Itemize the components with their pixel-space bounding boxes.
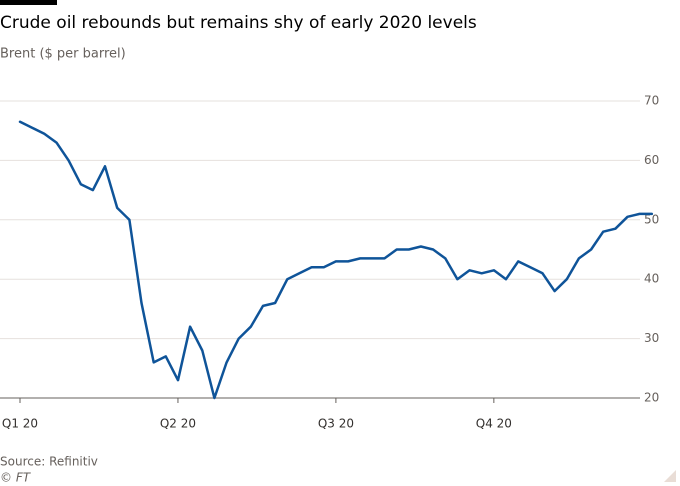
brand-bar	[0, 0, 57, 5]
chart-subtitle: Brent ($ per barrel)	[0, 47, 126, 62]
y-tick-label: 50	[644, 212, 659, 226]
x-tick-label: Q1 20	[2, 417, 38, 431]
y-tick-label: 60	[644, 153, 659, 167]
x-tick-label: Q2 20	[160, 417, 196, 431]
line-series	[18, 120, 654, 400]
x-tick-label: Q4 20	[476, 417, 512, 431]
source: Source: Refinitiv	[0, 455, 98, 469]
credit: © FT	[0, 471, 32, 485]
y-tick-label: 30	[644, 331, 659, 345]
chart-title: Crude oil rebounds but remains shy of ea…	[0, 13, 477, 33]
y-tick-label: 20	[644, 391, 659, 405]
y-tick-label: 70	[644, 94, 659, 108]
y-tick-label: 40	[644, 272, 659, 286]
corner-mark	[664, 470, 676, 482]
x-tick-label: Q3 20	[318, 417, 354, 431]
